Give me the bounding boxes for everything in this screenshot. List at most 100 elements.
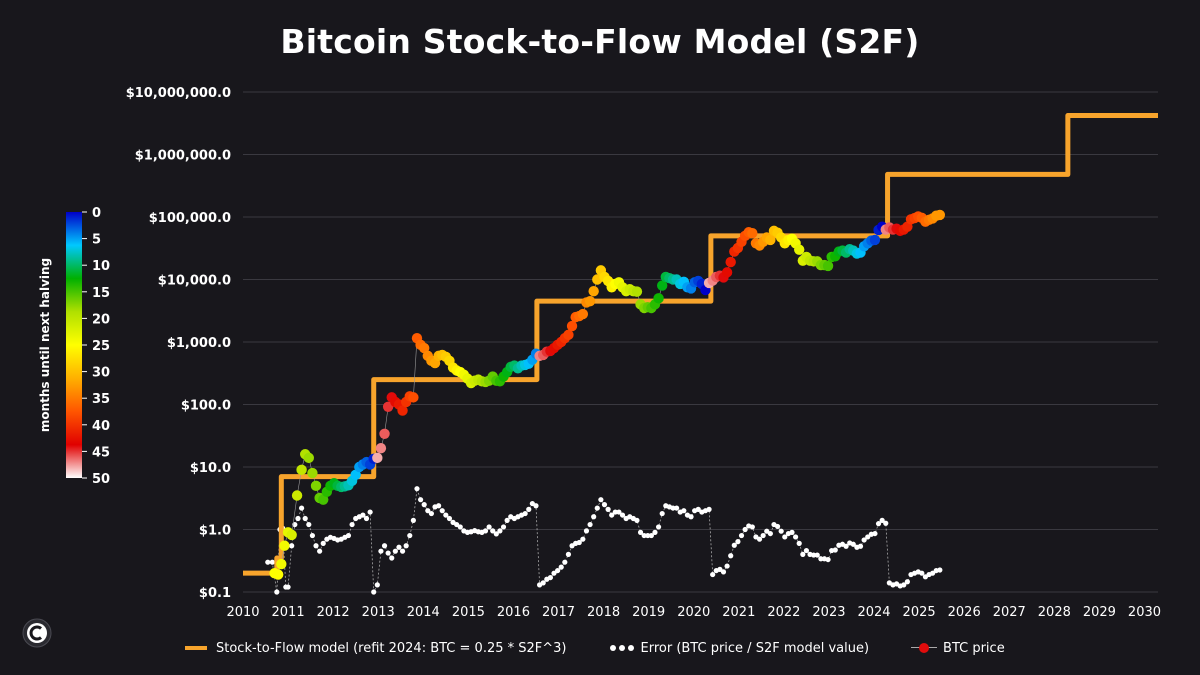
error-point — [526, 506, 532, 512]
error-point — [407, 532, 413, 539]
error-point — [381, 543, 388, 549]
chart-legend: Stock-to-Flow model (refit 2024: BTC = 0… — [185, 638, 1047, 658]
btc-price-point — [296, 464, 307, 476]
error-point — [443, 512, 449, 518]
error-point — [872, 530, 878, 537]
error-point — [598, 497, 604, 503]
error-point — [774, 523, 781, 530]
error-point — [558, 564, 564, 570]
y-tick-label: $1,000,000.0 — [135, 149, 231, 164]
btc-price-point — [418, 342, 430, 354]
error-point — [865, 534, 871, 540]
x-axis-tick-labels: 2010 2011 2012 2013 2014 2015 2016 2017 2018 2019… — [226, 605, 1161, 620]
btc-price-point — [272, 569, 284, 580]
x-tick-label: 2026 — [948, 605, 981, 620]
model-series — [243, 113, 1158, 576]
error-point — [360, 512, 366, 518]
error-point — [378, 548, 384, 554]
error-point — [706, 506, 712, 512]
error-point — [731, 542, 737, 548]
error-point — [789, 529, 795, 535]
colorbar-gradient — [66, 212, 82, 478]
error-point — [439, 508, 445, 514]
legend-item-btc: BTC price — [911, 641, 1005, 656]
x-tick-label: 2030 — [1128, 605, 1161, 620]
btc-price-series — [269, 209, 946, 580]
y-tick-label: $1,000.0 — [167, 336, 231, 351]
btc-price-point — [279, 540, 290, 551]
error-point — [601, 502, 608, 508]
btc-price-point — [397, 405, 408, 416]
error-point — [576, 539, 582, 546]
error-point — [616, 509, 622, 515]
x-tick-label: 2014 — [407, 605, 440, 620]
error-point — [497, 528, 503, 534]
error-point — [875, 521, 882, 527]
error-point — [306, 521, 312, 528]
error-point — [551, 570, 557, 576]
colorbar-tick-label: 25 — [92, 339, 110, 354]
error-point — [674, 505, 680, 511]
error-point — [756, 536, 763, 542]
error-point — [670, 505, 676, 511]
error-point — [688, 514, 694, 520]
error-point — [652, 529, 658, 535]
error-point — [857, 543, 864, 549]
x-tick-label: 2019 — [632, 605, 665, 620]
error-point — [274, 589, 280, 595]
error-point — [298, 505, 305, 511]
error-point — [500, 524, 507, 530]
error-point — [825, 556, 831, 563]
x-tick-label: 2028 — [1038, 605, 1071, 620]
error-point — [850, 541, 856, 547]
error-point — [428, 510, 435, 517]
colorbar-tick-label: 15 — [92, 286, 110, 301]
x-tick-label: 2011 — [272, 605, 305, 620]
error-point — [681, 508, 687, 514]
error-point — [648, 532, 654, 539]
y-tick-label: $0.1 — [199, 586, 231, 601]
x-tick-label: 2015 — [452, 605, 485, 620]
btc-price-point — [631, 286, 643, 297]
colorbar-tick-label: 10 — [92, 259, 110, 274]
x-tick-label: 2029 — [1083, 605, 1116, 620]
model-step-line — [243, 113, 1158, 576]
x-tick-label: 2022 — [767, 605, 800, 620]
btc-price-point — [721, 267, 733, 278]
error-point — [490, 528, 496, 534]
error-point — [695, 506, 701, 512]
error-point — [320, 540, 326, 546]
error-point — [728, 553, 734, 559]
btc-price-point — [577, 308, 589, 320]
btc-price-point — [869, 234, 881, 246]
colorbar-tick-label: 0 — [92, 206, 101, 221]
error-point — [371, 589, 377, 595]
btc-price-point — [822, 260, 834, 272]
grid-lines — [243, 91, 1158, 593]
error-point — [436, 503, 442, 509]
x-tick-label: 2024 — [857, 605, 890, 620]
btc-price-point — [408, 392, 419, 403]
error-point — [367, 509, 373, 515]
error-point — [580, 536, 586, 542]
error-point — [738, 532, 745, 539]
error-point — [612, 509, 618, 515]
error-point — [421, 502, 427, 508]
error-point — [742, 526, 748, 533]
legend-item-error: Error (BTC price / S2F model value) — [609, 641, 869, 656]
error-point — [767, 530, 773, 537]
error-point — [904, 579, 910, 585]
x-tick-label: 2017 — [542, 605, 575, 620]
y-tick-label: $10,000.0 — [158, 274, 231, 289]
x-tick-label: 2020 — [677, 605, 710, 620]
error-point — [295, 515, 301, 522]
error-point — [609, 512, 615, 518]
error-point — [879, 517, 885, 523]
error-point — [796, 540, 802, 546]
error-point — [555, 567, 561, 574]
btc-price-point — [291, 490, 303, 501]
btc-price-point — [375, 442, 387, 454]
y-tick-label: $10,000,000.0 — [126, 86, 231, 101]
error-point — [659, 510, 665, 517]
error-point — [760, 532, 766, 539]
